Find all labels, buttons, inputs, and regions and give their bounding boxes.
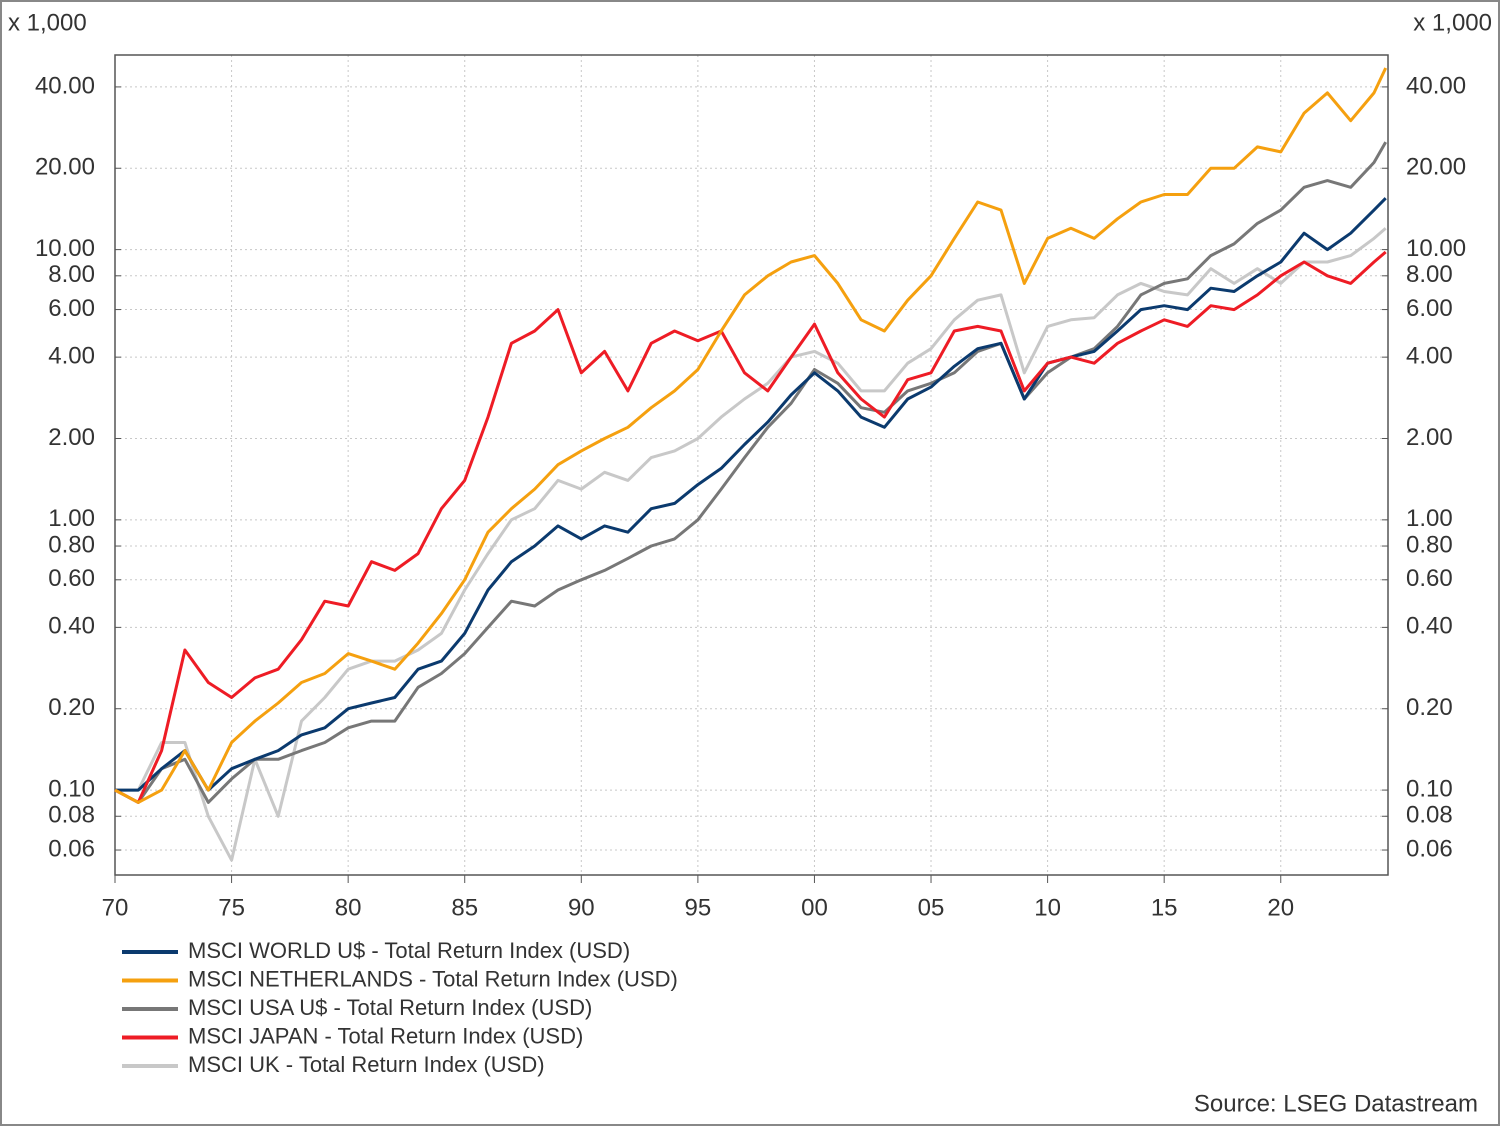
legend-label: MSCI USA U$ - Total Return Index (USD) (188, 995, 592, 1020)
y-tick-label: 0.60 (48, 565, 95, 592)
y-tick-label: 0.20 (48, 694, 95, 721)
y2-tick-label: 0.20 (1406, 694, 1453, 721)
y2-tick-label: 10.00 (1406, 235, 1466, 262)
series-line (115, 227, 1387, 862)
y-tick-label: 40.00 (35, 72, 95, 99)
series-line (114, 250, 1387, 804)
y2-tick-label: 0.06 (1406, 835, 1453, 862)
series-line (115, 197, 1387, 792)
y2-tick-label: 2.00 (1406, 424, 1453, 451)
y-tick-label: 0.40 (48, 613, 95, 640)
y2-tick-label: 1.00 (1406, 505, 1453, 532)
y2-tick-label: 0.40 (1406, 613, 1453, 640)
y-unit-left: x 1,000 (8, 9, 87, 36)
series-line (114, 67, 1388, 804)
x-tick-label: 20 (1267, 894, 1294, 921)
y2-tick-label: 8.00 (1406, 261, 1453, 288)
y2-tick-label: 0.10 (1406, 775, 1453, 802)
y-tick-label: 2.00 (48, 424, 95, 451)
x-tick-label: 75 (218, 894, 245, 921)
y2-tick-label: 20.00 (1406, 154, 1466, 181)
x-tick-label: 00 (801, 894, 828, 921)
x-tick-label: 90 (568, 894, 595, 921)
y-tick-label: 0.10 (48, 775, 95, 802)
y-tick-label: 6.00 (48, 295, 95, 322)
series-line (114, 141, 1388, 804)
x-tick-label: 95 (685, 894, 712, 921)
legend-label: MSCI UK - Total Return Index (USD) (188, 1052, 545, 1077)
y-tick-label: 1.00 (48, 505, 95, 532)
plot-area (114, 54, 1389, 876)
x-tick-label: 10 (1034, 894, 1061, 921)
y-tick-label: 0.80 (48, 531, 95, 558)
x-tick-label: 85 (451, 894, 478, 921)
y-tick-label: 20.00 (35, 154, 95, 181)
x-tick-label: 80 (335, 894, 362, 921)
legend-label: MSCI NETHERLANDS - Total Return Index (U… (188, 966, 678, 991)
y2-tick-label: 0.08 (1406, 802, 1453, 829)
y-tick-label: 0.08 (48, 802, 95, 829)
y-tick-label: 8.00 (48, 261, 95, 288)
source: Source: LSEG Datastream (1194, 1090, 1478, 1117)
legend-label: MSCI WORLD U$ - Total Return Index (USD) (188, 938, 630, 963)
y2-tick-label: 6.00 (1406, 295, 1453, 322)
x-tick-label: 05 (918, 894, 945, 921)
y-tick-label: 4.00 (48, 342, 95, 369)
y-tick-label: 10.00 (35, 235, 95, 262)
x-tick-label: 70 (102, 894, 129, 921)
y-unit-right: x 1,000 (1413, 9, 1492, 36)
legend-label: MSCI JAPAN - Total Return Index (USD) (188, 1023, 583, 1048)
y2-tick-label: 0.80 (1406, 531, 1453, 558)
x-tick-label: 15 (1151, 894, 1178, 921)
y2-tick-label: 4.00 (1406, 342, 1453, 369)
y2-tick-label: 40.00 (1406, 72, 1466, 99)
y2-tick-label: 0.60 (1406, 565, 1453, 592)
y-tick-label: 0.06 (48, 835, 95, 862)
